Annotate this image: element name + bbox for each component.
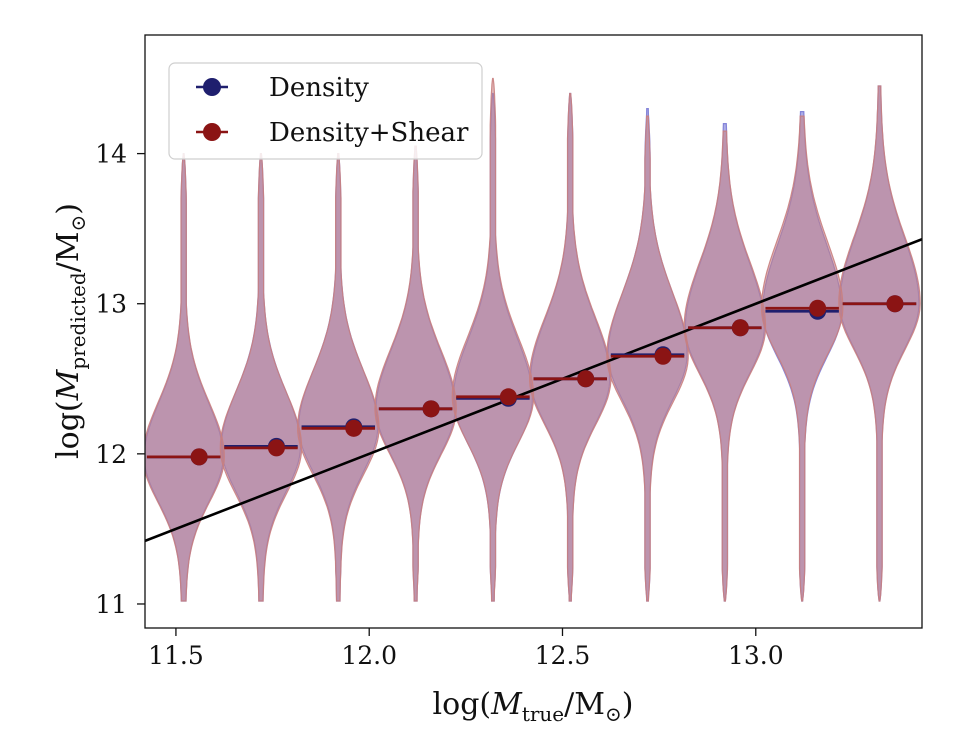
x-tick-label: 11.5 <box>148 641 204 670</box>
legend-density-marker <box>203 78 221 96</box>
violin-density-shear-8 <box>760 115 844 602</box>
median-marker-density-shear-2 <box>345 419 363 437</box>
y-axis-ticks: 11 12 13 14 <box>95 140 145 619</box>
median-marker-density-shear-1 <box>267 439 285 457</box>
y-tick-label: 11 <box>95 590 127 619</box>
y-axis-label: log(Mpredicted/M⊙) <box>51 203 90 459</box>
x-tick-label: 12.0 <box>341 641 397 670</box>
y-tick-label: 13 <box>95 290 127 319</box>
median-marker-density-shear-7 <box>731 319 749 337</box>
x-axis-label: log(Mtrue/M⊙) <box>433 687 634 726</box>
violin-density-shear-7 <box>683 130 767 602</box>
median-marker-layer <box>146 295 917 466</box>
legend-density-label: Density <box>269 73 369 103</box>
plot-frame <box>144 34 923 629</box>
violin-density-shear-6 <box>606 115 689 602</box>
legend-item-density: Density <box>196 73 369 103</box>
median-marker-density-shear-0 <box>190 448 208 466</box>
median-marker-density-shear-3 <box>422 400 440 418</box>
one-to-one-line <box>145 237 922 543</box>
x-tick-label: 13.0 <box>728 641 784 670</box>
violin-density-shear-4 <box>451 77 535 602</box>
legend-item-density-shear: Density+Shear <box>196 118 469 148</box>
legend-density-shear-label: Density+Shear <box>269 118 469 148</box>
legend: Density Density+Shear <box>168 62 483 160</box>
legend-box <box>168 62 483 160</box>
y-tick-label: 14 <box>95 140 127 169</box>
reference-line-layer <box>145 237 922 543</box>
x-tick-label: 12.5 <box>535 641 591 670</box>
median-marker-density-shear-5 <box>577 370 595 388</box>
median-marker-density-shear-8 <box>809 299 827 317</box>
violin-density-shear-5 <box>529 92 612 602</box>
y-tick-label: 12 <box>95 440 127 469</box>
median-marker-density-shear-9 <box>886 295 904 313</box>
violin-density-shear-9 <box>838 85 921 602</box>
median-marker-density-shear-4 <box>499 388 517 406</box>
x-axis-ticks: 11.5 12.0 12.5 13.0 <box>148 628 784 670</box>
legend-density-shear-marker <box>203 123 221 141</box>
median-marker-density-shear-6 <box>654 347 672 365</box>
